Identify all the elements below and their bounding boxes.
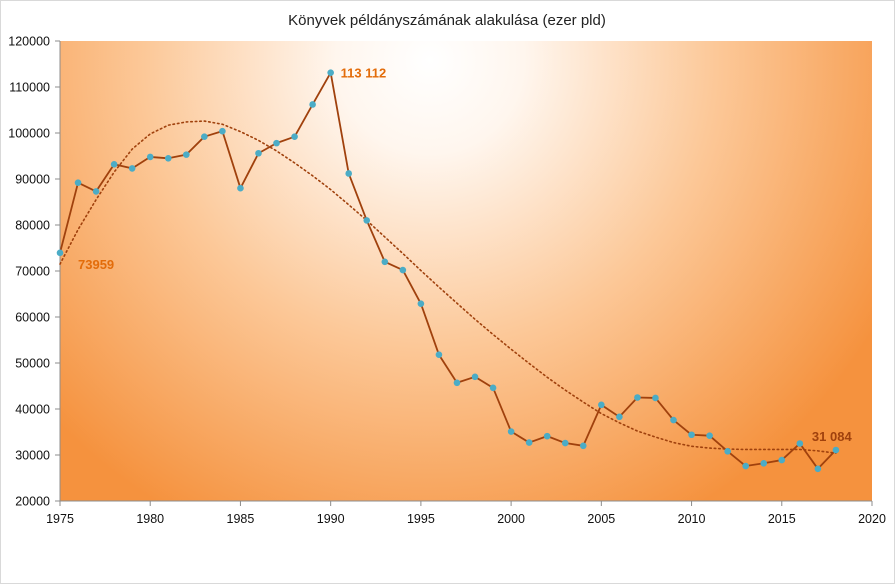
data-point	[652, 394, 659, 402]
y-tick-label: 120000	[8, 35, 50, 49]
x-tick-label: 1980	[136, 512, 164, 526]
data-point	[742, 462, 749, 470]
data-point	[273, 139, 280, 147]
data-point	[525, 439, 533, 446]
data-point	[453, 379, 461, 387]
x-tick-label: 2000	[497, 512, 525, 526]
data-point	[796, 440, 804, 447]
x-tick-label: 2010	[678, 512, 706, 526]
y-tick-label: 110000	[9, 81, 50, 95]
data-point	[507, 428, 515, 435]
data-point	[74, 179, 82, 186]
data-series	[56, 69, 840, 473]
y-tick-label: 100000	[8, 127, 50, 141]
x-tick-label: 1985	[227, 512, 255, 526]
y-tick-label: 20000	[15, 495, 50, 509]
data-point	[724, 448, 731, 455]
data-point	[634, 394, 641, 401]
data-point	[201, 133, 208, 140]
data-point	[399, 266, 407, 274]
data-point	[670, 416, 677, 424]
data-point	[760, 459, 768, 467]
y-tick-label: 50000	[15, 357, 50, 371]
data-point	[164, 155, 172, 162]
data-label: 73959	[78, 257, 114, 272]
data-point	[579, 442, 587, 450]
trendline-path	[59, 120, 837, 454]
trendline	[59, 120, 837, 454]
x-tick-label: 1990	[317, 512, 345, 526]
data-point	[255, 149, 262, 157]
data-point	[561, 439, 569, 447]
data-labels: 73959 113 112 31 084	[78, 66, 852, 444]
x-tick-label: 2005	[587, 512, 615, 526]
data-point	[327, 69, 334, 76]
data-point	[56, 249, 64, 257]
data-point	[146, 153, 154, 161]
data-point	[417, 300, 425, 307]
data-point	[543, 432, 551, 440]
data-point	[363, 217, 371, 224]
y-tick-label: 60000	[15, 311, 50, 325]
y-tick-label: 90000	[15, 173, 50, 187]
x-tick-label: 2015	[768, 512, 796, 526]
data-point	[706, 432, 713, 439]
data-point	[598, 401, 605, 409]
x-tick-label: 1995	[407, 512, 435, 526]
y-tick-label: 80000	[15, 219, 50, 233]
chart-title: Könyvek példányszámának alakulása (ezer …	[288, 12, 606, 29]
data-point	[237, 184, 244, 192]
data-point	[183, 151, 190, 158]
data-label: 113 112	[341, 66, 387, 81]
x-tick-label: 2020	[858, 512, 886, 526]
data-point	[345, 170, 353, 177]
x-tick-label: 1975	[46, 512, 74, 526]
y-tick-label: 40000	[15, 403, 50, 417]
data-point	[92, 188, 100, 195]
data-point	[435, 351, 443, 359]
data-point	[219, 127, 226, 135]
data-point	[381, 258, 389, 266]
y-tick-label: 70000	[15, 265, 50, 279]
data-point	[128, 165, 136, 172]
data-point	[814, 465, 822, 473]
data-point	[489, 384, 497, 392]
data-point	[471, 373, 479, 381]
plot-area	[60, 41, 872, 501]
y-tick-label: 30000	[15, 449, 50, 463]
data-point	[832, 446, 840, 454]
axes: 20000 30000 40000 50000 60000 70000 80000 90000…	[8, 35, 886, 527]
data-point	[291, 133, 298, 140]
data-point	[688, 431, 695, 439]
data-point	[309, 101, 316, 108]
data-point	[616, 413, 623, 421]
data-point	[110, 160, 118, 168]
data-point	[778, 456, 786, 464]
data-label: 31 084	[812, 429, 853, 444]
